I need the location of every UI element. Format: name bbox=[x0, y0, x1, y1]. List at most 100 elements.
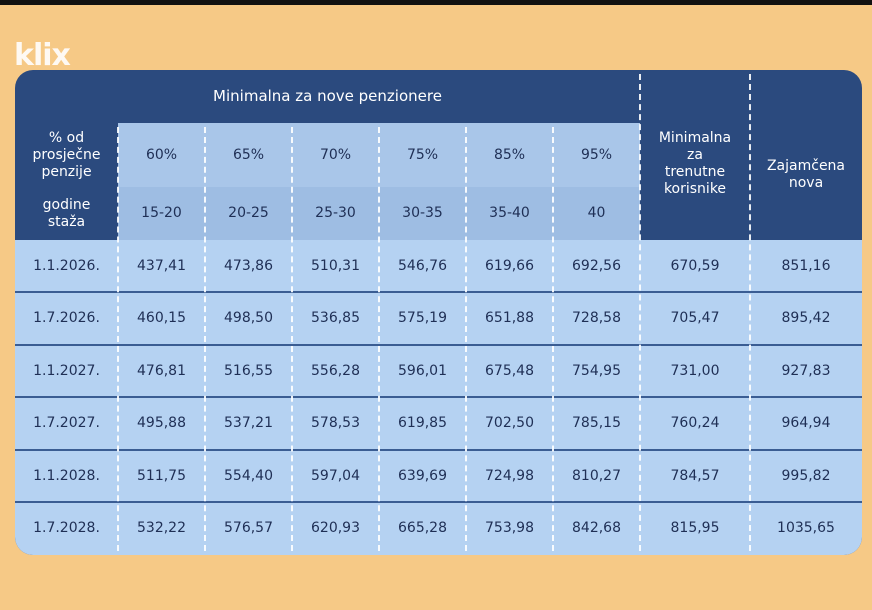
cell-text: 40 bbox=[587, 205, 606, 221]
percent-header: 95% bbox=[553, 123, 640, 187]
table-cell: 498,50 bbox=[205, 292, 292, 345]
cell-text: 692,56 bbox=[572, 257, 621, 274]
cell-text: 754,95 bbox=[572, 362, 621, 379]
table-cell: 619,85 bbox=[379, 397, 466, 450]
table-cell: 1.7.2027. bbox=[15, 397, 118, 450]
cell-text: 15-20 bbox=[141, 205, 182, 221]
table-cell: 785,15 bbox=[553, 397, 640, 450]
cell-text: 995,82 bbox=[781, 467, 831, 484]
table-cell: 576,57 bbox=[205, 502, 292, 555]
row-divider bbox=[15, 396, 862, 398]
table-cell: 1.7.2028. bbox=[15, 502, 118, 555]
cell-text: 60% bbox=[145, 146, 178, 163]
cell-text: Minimalna za nove penzionere bbox=[213, 87, 442, 105]
table-cell: 546,76 bbox=[379, 240, 466, 292]
cell-text: 842,68 bbox=[572, 520, 621, 536]
cell-text: 576,57 bbox=[224, 520, 273, 536]
table-cell: 619,66 bbox=[466, 240, 553, 292]
table-cell: 1035,65 bbox=[750, 502, 862, 555]
column-divider bbox=[117, 127, 119, 551]
cell-text: 724,98 bbox=[485, 467, 534, 484]
cell-text: 784,57 bbox=[670, 467, 720, 484]
cell-text: 25-30 bbox=[315, 205, 356, 221]
cell-text: % od prosječne penzije bbox=[32, 129, 101, 180]
row-divider bbox=[15, 291, 862, 293]
cell-text: 1.1.2027. bbox=[33, 362, 100, 379]
cell-text: 705,47 bbox=[670, 310, 720, 326]
table-cell: 532,22 bbox=[118, 502, 205, 555]
table-cell: 495,88 bbox=[118, 397, 205, 450]
table-cell: 575,19 bbox=[379, 292, 466, 345]
cell-text: 1035,65 bbox=[777, 520, 835, 536]
cell-text: 1.7.2028. bbox=[33, 520, 100, 536]
table-cell: 731,00 bbox=[640, 345, 750, 397]
cell-text: 964,94 bbox=[781, 415, 831, 431]
cell-text: 810,27 bbox=[572, 467, 621, 484]
table-cell: 578,53 bbox=[292, 397, 379, 450]
table-cell: 516,55 bbox=[205, 345, 292, 397]
cell-text: 1.1.2028. bbox=[33, 467, 100, 484]
years-header: 40 bbox=[553, 187, 640, 240]
years-header: 35-40 bbox=[466, 187, 553, 240]
table-cell: 851,16 bbox=[750, 240, 862, 292]
table-cell: 1.7.2026. bbox=[15, 292, 118, 345]
cell-text: 620,93 bbox=[311, 520, 360, 536]
cell-text: 473,86 bbox=[224, 257, 273, 274]
years-header: 25-30 bbox=[292, 187, 379, 240]
cell-text: 596,01 bbox=[398, 362, 447, 379]
cell-text: 665,28 bbox=[398, 520, 447, 536]
table-cell: 1.1.2027. bbox=[15, 345, 118, 397]
cell-text: 30-35 bbox=[402, 205, 443, 221]
years-header: 15-20 bbox=[118, 187, 205, 240]
table-cell: 964,94 bbox=[750, 397, 862, 450]
cell-text: 532,22 bbox=[137, 520, 186, 536]
table-cell: 620,93 bbox=[292, 502, 379, 555]
cell-text: 670,59 bbox=[670, 257, 720, 274]
cell-text: 70% bbox=[319, 146, 352, 163]
table-cell: 842,68 bbox=[553, 502, 640, 555]
table-cell: 724,98 bbox=[466, 450, 553, 502]
row-bg bbox=[15, 240, 862, 292]
table-cell: 554,40 bbox=[205, 450, 292, 502]
cell-text: 815,95 bbox=[670, 520, 720, 536]
percent-header: 70% bbox=[292, 123, 379, 187]
column-divider bbox=[639, 74, 641, 551]
column-divider bbox=[465, 127, 467, 551]
cell-text: 578,53 bbox=[311, 415, 360, 431]
column-divider bbox=[749, 74, 751, 551]
cell-text: 554,40 bbox=[224, 467, 273, 484]
table-cell: 597,04 bbox=[292, 450, 379, 502]
table-cell: 702,50 bbox=[466, 397, 553, 450]
cell-text: 639,69 bbox=[398, 467, 447, 484]
cell-text: 476,81 bbox=[137, 362, 186, 379]
cell-text: 537,21 bbox=[224, 415, 273, 431]
cell-text: 895,42 bbox=[781, 310, 831, 326]
cell-text: 460,15 bbox=[137, 310, 186, 326]
table-cell: 753,98 bbox=[466, 502, 553, 555]
row-bg bbox=[15, 397, 862, 450]
cell-text: 546,76 bbox=[398, 257, 447, 274]
row-bg bbox=[15, 292, 862, 345]
cell-text: 760,24 bbox=[670, 415, 720, 431]
top-bar bbox=[0, 0, 872, 5]
percent-header: 65% bbox=[205, 123, 292, 187]
years-header: 20-25 bbox=[205, 187, 292, 240]
cell-text: 495,88 bbox=[137, 415, 186, 431]
percent-header: 85% bbox=[466, 123, 553, 187]
cell-text: Minimalna za trenutne korisnike bbox=[658, 130, 732, 197]
cell-text: 851,16 bbox=[781, 257, 831, 274]
cell-text: 516,55 bbox=[224, 362, 273, 379]
percent-header: 75% bbox=[379, 123, 466, 187]
row-divider bbox=[15, 449, 862, 451]
table-cell: 511,75 bbox=[118, 450, 205, 502]
table-cell: 1.1.2028. bbox=[15, 450, 118, 502]
cell-text: 702,50 bbox=[485, 415, 534, 431]
cell-text: 731,00 bbox=[670, 362, 720, 379]
row-divider bbox=[15, 501, 862, 503]
table-cell: 728,58 bbox=[553, 292, 640, 345]
table-cell: 651,88 bbox=[466, 292, 553, 345]
cell-text: 498,50 bbox=[224, 310, 273, 326]
table-cell: 675,48 bbox=[466, 345, 553, 397]
table-cell: 1.1.2026. bbox=[15, 240, 118, 292]
